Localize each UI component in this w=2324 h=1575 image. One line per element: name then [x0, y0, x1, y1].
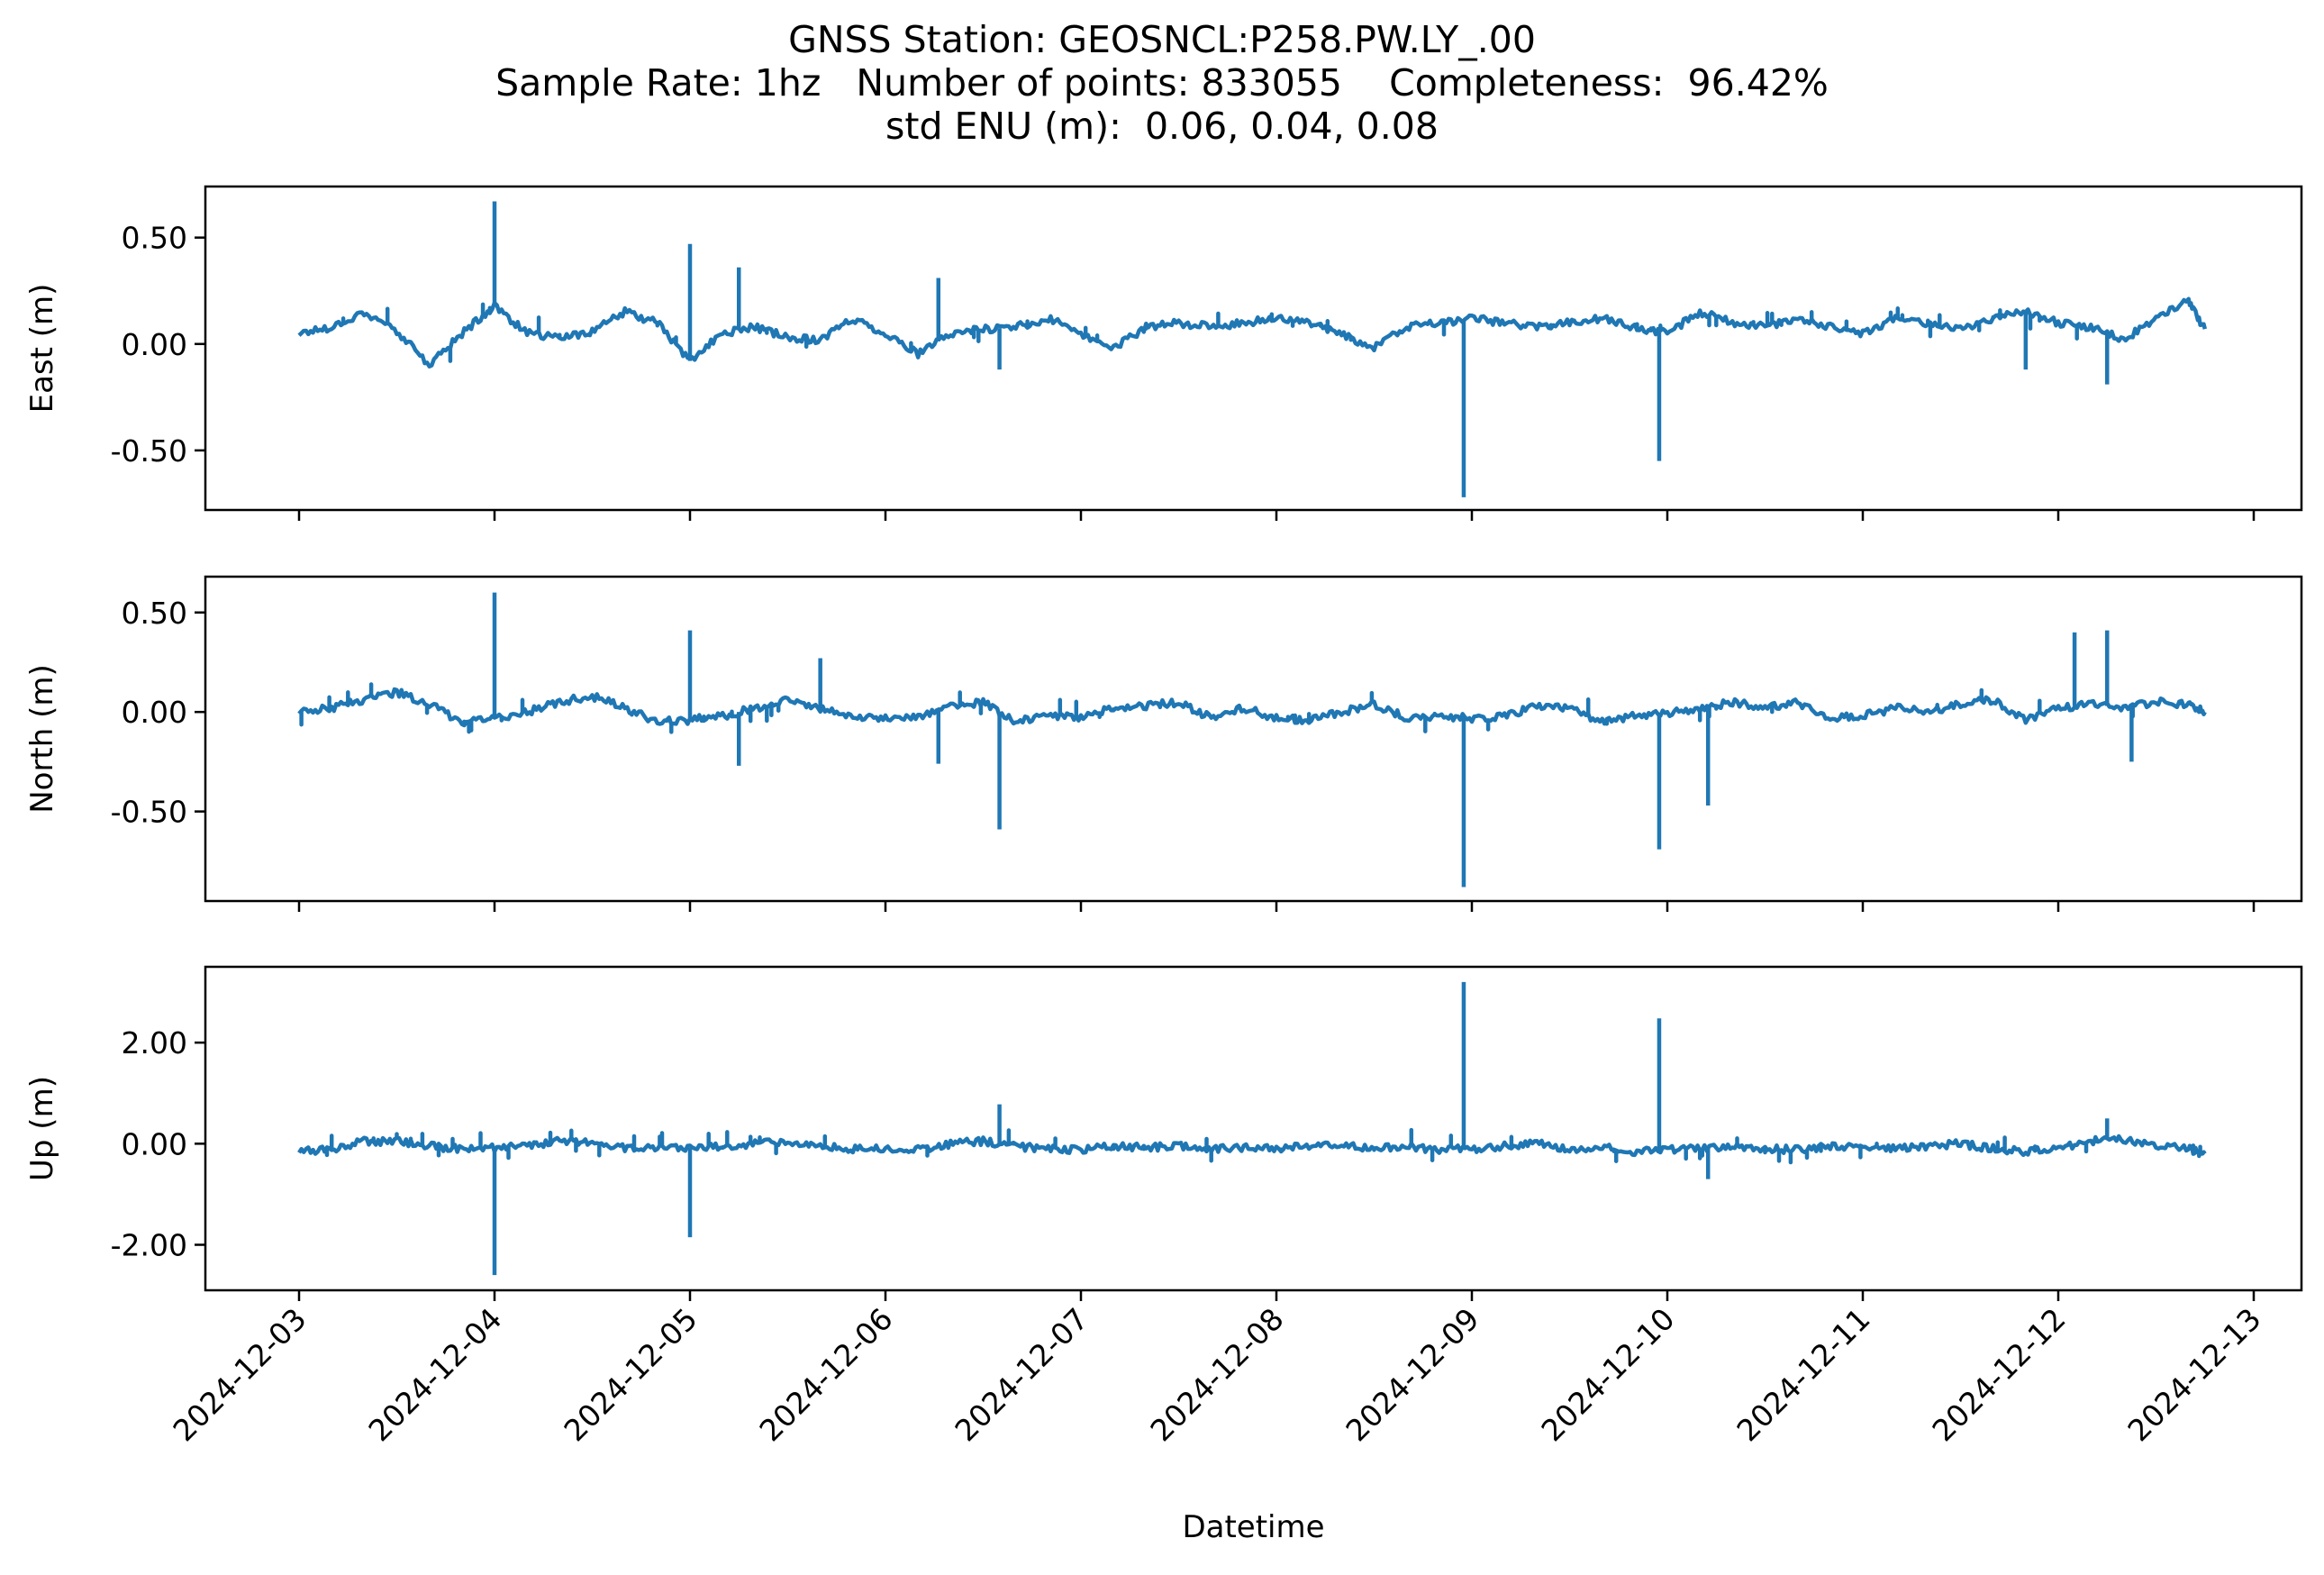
ytick-label-2-0: 2.00 — [122, 1025, 187, 1061]
xtick-label-8: 2024-12-11 — [1729, 1301, 1876, 1448]
ytick-label-0-0: 0.50 — [122, 221, 187, 256]
axes-frame-0 — [204, 185, 2303, 512]
ylabel-0: East (m) — [24, 284, 60, 414]
chart-title-line-1: GNSS Station: GEOSNCL:P258.PW.LY_.00 — [788, 18, 1536, 61]
ytick-label-0-2: -0.50 — [111, 433, 187, 469]
xtick-label-3: 2024-12-06 — [752, 1301, 899, 1448]
xtick-label-1: 2024-12-04 — [361, 1301, 508, 1448]
ylabel-1: North (m) — [24, 664, 60, 814]
axes-frame-2 — [204, 965, 2303, 1292]
chart-title-block: GNSS Station: GEOSNCL:P258.PW.LY_.00 Sam… — [0, 18, 2324, 148]
ytick-label-1-0: 0.50 — [122, 596, 187, 631]
xtick-label-0: 2024-12-03 — [166, 1301, 313, 1448]
xtick-label-5: 2024-12-08 — [1143, 1301, 1290, 1448]
series-line-1 — [297, 682, 2207, 734]
chart-title-line-2: Sample Rate: 1hz Number of points: 83305… — [495, 61, 1829, 105]
ytick-label-0-1: 0.00 — [122, 327, 187, 362]
xlabel: Datetime — [1182, 1509, 1324, 1545]
ytick-label-2-2: -2.00 — [111, 1228, 187, 1263]
xtick-label-2: 2024-12-05 — [557, 1301, 704, 1448]
xtick-label-9: 2024-12-12 — [1925, 1301, 2072, 1448]
ytick-label-1-1: 0.00 — [122, 695, 187, 730]
series-line-2 — [297, 1127, 2207, 1165]
axes-frame-1 — [204, 575, 2303, 903]
series-line-0 — [297, 296, 2207, 369]
xtick-label-6: 2024-12-09 — [1339, 1301, 1485, 1448]
xtick-label-4: 2024-12-07 — [948, 1301, 1094, 1448]
ytick-label-1-2: -0.50 — [111, 795, 187, 830]
xtick-label-7: 2024-12-10 — [1534, 1301, 1681, 1448]
ylabel-2: Up (m) — [24, 1076, 60, 1181]
xtick-label-10: 2024-12-13 — [2120, 1301, 2267, 1448]
ytick-label-2-1: 0.00 — [122, 1126, 187, 1161]
chart-title-line-3: std ENU (m): 0.06, 0.04, 0.08 — [885, 105, 1439, 148]
